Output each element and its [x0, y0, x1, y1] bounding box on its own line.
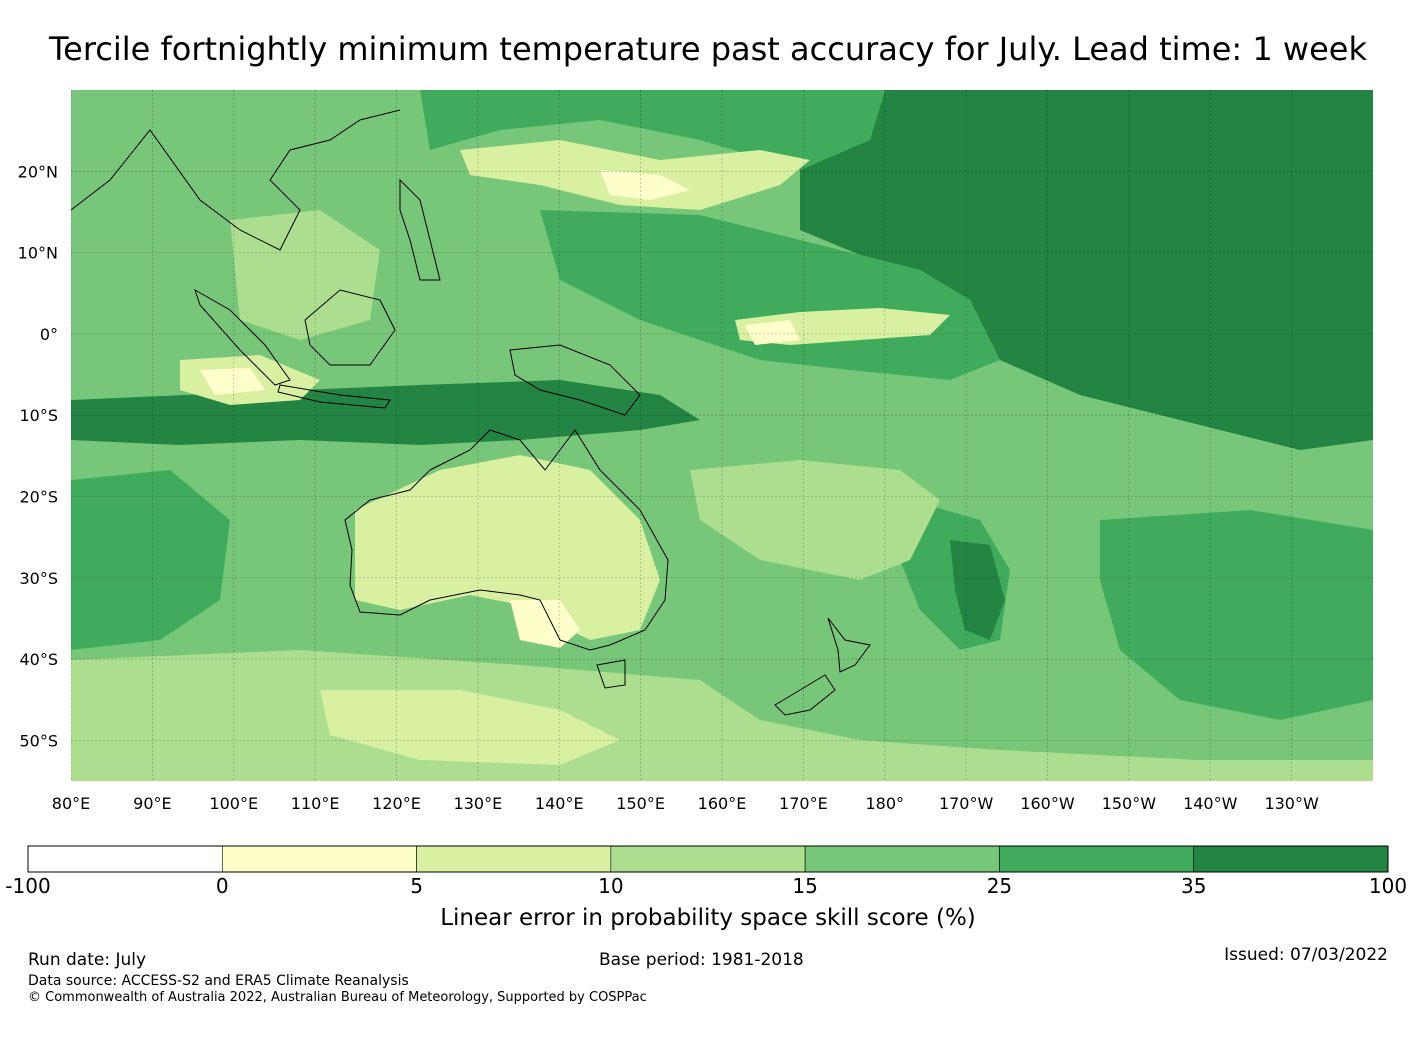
latitude-labels: 20°N 10°N 0° 10°S 20°S 30°S 40°S 50°S: [18, 162, 58, 750]
colorbar-segment: [1193, 845, 1389, 873]
lon-label: 130°E: [454, 794, 503, 813]
lon-label: 180°: [865, 794, 904, 813]
region-verylow-equatorial-east: [745, 320, 800, 345]
region-verylow-philippine-sea: [600, 170, 690, 200]
colorbar-segment: [27, 845, 223, 873]
tasmania-coast: [596, 659, 626, 689]
issued-date: Issued: 07/03/2022: [1224, 945, 1388, 965]
copyright: © Commonwealth of Australia 2022, Austra…: [28, 990, 647, 1005]
colorbar-tick-label: 0: [215, 874, 229, 898]
colorbar: [27, 845, 1389, 873]
base-period: Base period: 1981-2018: [599, 950, 804, 970]
lat-label: 30°S: [19, 569, 58, 588]
colorbar-tick-label: 35: [1180, 874, 1207, 898]
colorbar-segment: [416, 845, 612, 873]
borneo-coast: [304, 289, 396, 366]
colorbar-tick-label: -100: [5, 874, 51, 898]
region-high-indian: [71, 470, 230, 650]
lon-label: 140°E: [535, 794, 584, 813]
australia-coast: [344, 429, 669, 651]
colorbar-outline: [27, 845, 1389, 873]
lon-label: 90°E: [133, 794, 171, 813]
sumatra-coast: [194, 288, 291, 386]
new-guinea-coast: [509, 344, 641, 416]
lon-label: 130°W: [1264, 794, 1319, 813]
lat-label: 20°S: [19, 487, 58, 506]
lon-label: 150°E: [616, 794, 665, 813]
colorbar-tick-label: 10: [598, 874, 624, 898]
colorbar-segment: [221, 845, 417, 873]
lon-label: 170°W: [939, 794, 994, 813]
lon-label: 110°E: [291, 794, 340, 813]
java-coast: [277, 384, 391, 409]
coastlines: [71, 109, 871, 716]
region-very-high-pacific: [800, 90, 1373, 450]
region-low-south-china-sea: [230, 210, 380, 340]
region-verylow-australia-south: [510, 600, 580, 648]
colorbar-segment: [804, 845, 1000, 873]
lat-label: 50°S: [19, 731, 58, 750]
colorbar-segment: [999, 845, 1195, 873]
lon-label: 150°W: [1102, 794, 1157, 813]
colorbar-tick-label: 100: [1368, 874, 1408, 898]
longitude-labels: 80°E 90°E 100°E 110°E 120°E 130°E 140°E 150°E 16…: [52, 794, 1319, 813]
colorbar-tick-label: 15: [792, 874, 818, 898]
map-title: Tercile fortnightly minimum temperature …: [49, 30, 1367, 68]
lat-label: 0°: [40, 325, 58, 344]
lon-label: 80°E: [52, 794, 90, 813]
region-very-high-south-pacific: [950, 540, 1005, 640]
region-low-australia: [355, 455, 660, 640]
lat-label: 40°S: [19, 650, 58, 669]
new-zealand-south-coast: [774, 674, 836, 716]
data-source: Data source: ACCESS-S2 and ERA5 Climate …: [28, 973, 409, 989]
region-verylow-southern-ocean: [320, 690, 620, 765]
lon-label: 140°W: [1183, 794, 1238, 813]
lat-label: 10°N: [18, 244, 58, 263]
colorbar-label: Linear error in probability space skill …: [440, 905, 976, 931]
lon-label: 160°E: [698, 794, 747, 813]
region-high-north: [420, 90, 885, 170]
lon-label: 170°E: [779, 794, 828, 813]
region-low-tasman: [690, 460, 940, 580]
lon-label: 100°E: [209, 794, 258, 813]
philippines-coast: [399, 178, 441, 281]
region-verylow-maritime: [200, 368, 265, 395]
lon-label: 160°W: [1020, 794, 1075, 813]
new-zealand-north-coast: [827, 617, 871, 673]
colorbar-tick-label: 25: [986, 874, 1013, 898]
asia-coast: [71, 109, 401, 251]
run-date: Run date: July: [28, 950, 147, 970]
colorbar-tick-label: 5: [410, 874, 423, 898]
lat-label: 10°S: [19, 406, 58, 425]
lat-label: 20°N: [18, 162, 58, 181]
lon-label: 120°E: [372, 794, 421, 813]
region-high-far-east: [1100, 510, 1373, 720]
graticule: [71, 90, 1373, 781]
colorbar-segment: [610, 845, 806, 873]
